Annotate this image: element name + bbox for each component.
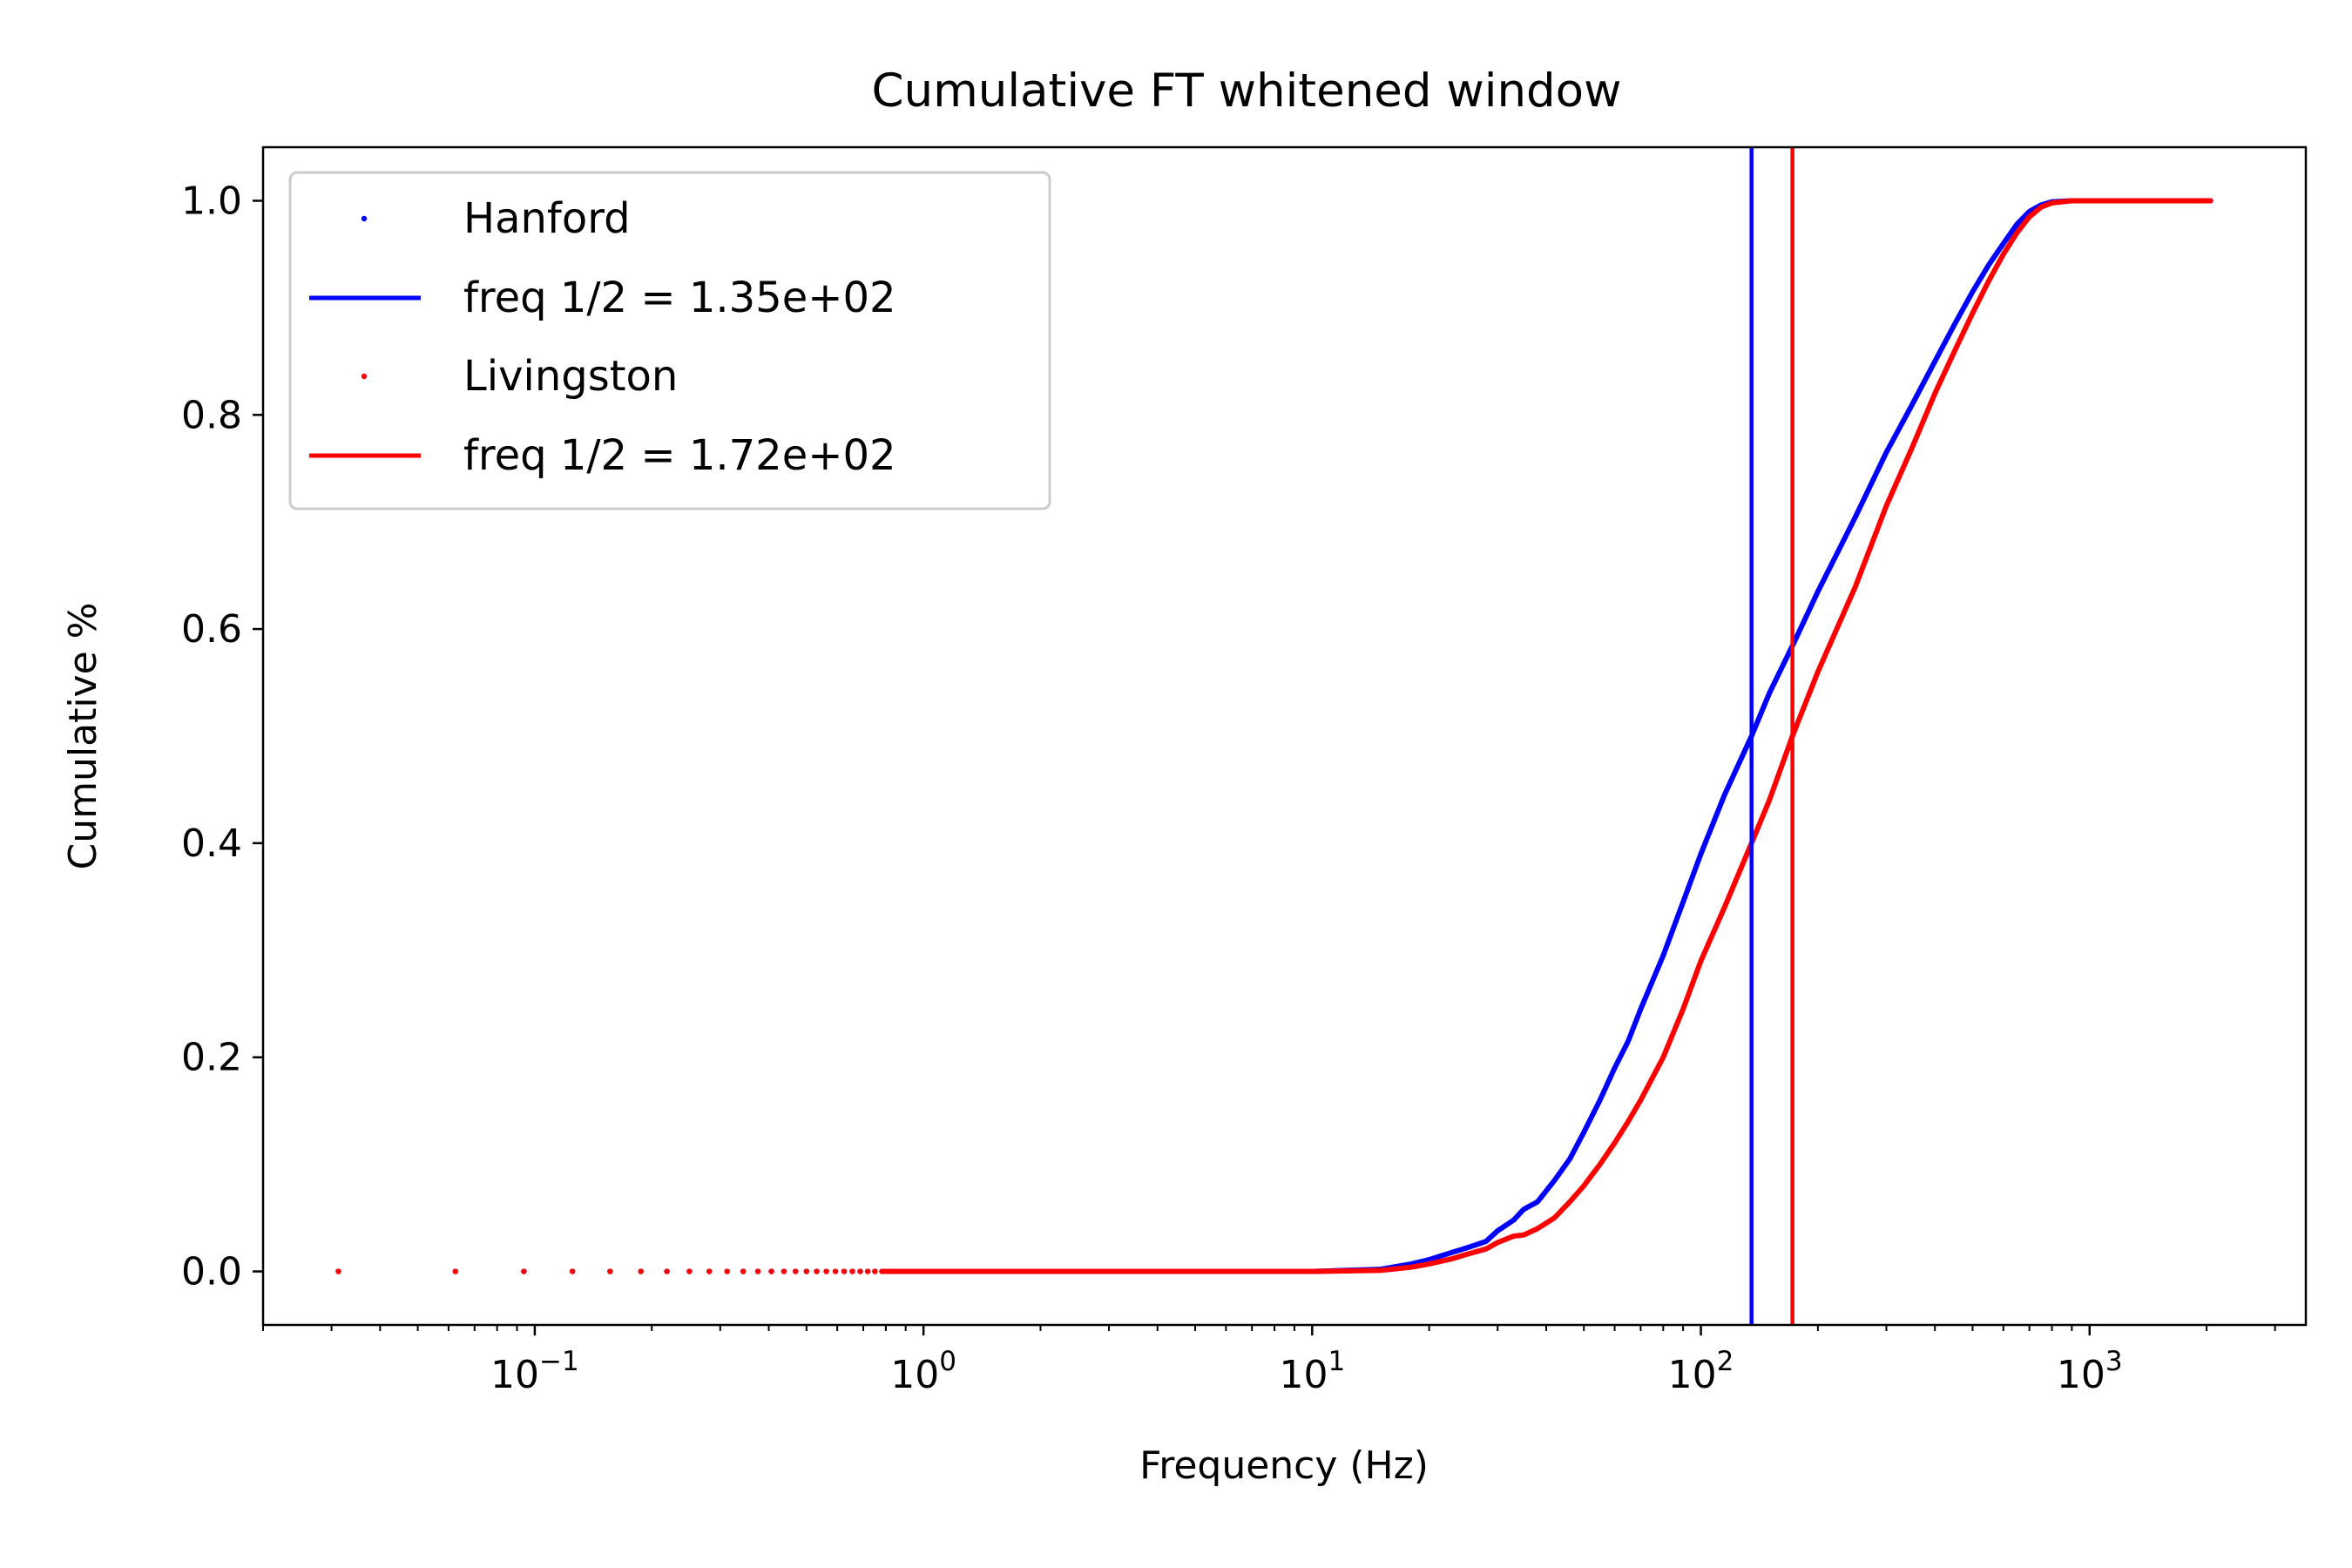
data-point bbox=[832, 1268, 839, 1274]
data-point bbox=[754, 1268, 761, 1274]
legend-label: Livingston bbox=[463, 352, 678, 401]
legend-label: freq 1/2 = 1.35e+02 bbox=[463, 274, 896, 322]
x-tick-label: 100 bbox=[890, 1346, 956, 1397]
plot-frame bbox=[261, 145, 2308, 1327]
axes-layer: 0.0 0.2 0.4 0.6 0.8 1.0 10−1 100 101 102 103 bbox=[181, 145, 2308, 1397]
plot-area bbox=[335, 147, 2213, 1325]
data-point bbox=[849, 1268, 855, 1274]
y-axis-label: Cumulative % bbox=[61, 603, 105, 870]
x-tick-label: 10−1 bbox=[490, 1346, 579, 1397]
legend-frame bbox=[288, 171, 1051, 510]
x-tick-label: 103 bbox=[2057, 1346, 2123, 1397]
legend-marker bbox=[361, 373, 368, 380]
series-curve bbox=[879, 198, 2213, 1274]
data-point bbox=[864, 1268, 871, 1274]
legend-label: Hanford bbox=[463, 194, 631, 243]
data-point bbox=[607, 1268, 613, 1274]
data-point bbox=[841, 1268, 848, 1274]
chart-title: Cumulative FT whitened window bbox=[872, 64, 1622, 118]
y-tick-label: 0.2 bbox=[181, 1036, 242, 1080]
data-point bbox=[768, 1268, 774, 1274]
data-point bbox=[793, 1268, 799, 1274]
data-point bbox=[803, 1268, 809, 1274]
data-point bbox=[686, 1268, 693, 1274]
y-tick-label: 0.6 bbox=[181, 607, 242, 652]
data-point bbox=[724, 1268, 730, 1274]
y-tick-label: 0.4 bbox=[181, 821, 242, 866]
data-point bbox=[664, 1268, 670, 1274]
data-point bbox=[521, 1268, 527, 1274]
data-point bbox=[638, 1268, 644, 1274]
x-tick-label: 101 bbox=[1279, 1346, 1345, 1397]
y-tick-label: 1.0 bbox=[181, 179, 242, 223]
series-livingston bbox=[335, 198, 2213, 1274]
data-point bbox=[872, 1268, 878, 1274]
data-point bbox=[740, 1268, 747, 1274]
data-point bbox=[452, 1268, 459, 1274]
x-axis-label: Frequency (Hz) bbox=[1139, 1443, 1429, 1488]
data-point bbox=[781, 1268, 787, 1274]
y-tick-label: 0.8 bbox=[181, 393, 242, 437]
x-tick-label: 102 bbox=[1668, 1346, 1734, 1397]
series-layer bbox=[335, 147, 2213, 1325]
legend-entries: Hanford freq 1/2 = 1.35e+02 Livingston freq… bbox=[309, 194, 896, 480]
data-point bbox=[569, 1268, 576, 1274]
data-point bbox=[706, 1268, 713, 1274]
legend: Hanford freq 1/2 = 1.35e+02 Livingston freq… bbox=[288, 171, 1051, 510]
y-tick-label: 0.0 bbox=[181, 1250, 242, 1294]
legend-marker bbox=[361, 215, 368, 222]
legend-label: freq 1/2 = 1.72e+02 bbox=[463, 431, 896, 480]
data-point bbox=[823, 1268, 829, 1274]
data-point bbox=[335, 1268, 341, 1274]
data-point bbox=[857, 1268, 863, 1274]
data-point bbox=[814, 1268, 820, 1274]
